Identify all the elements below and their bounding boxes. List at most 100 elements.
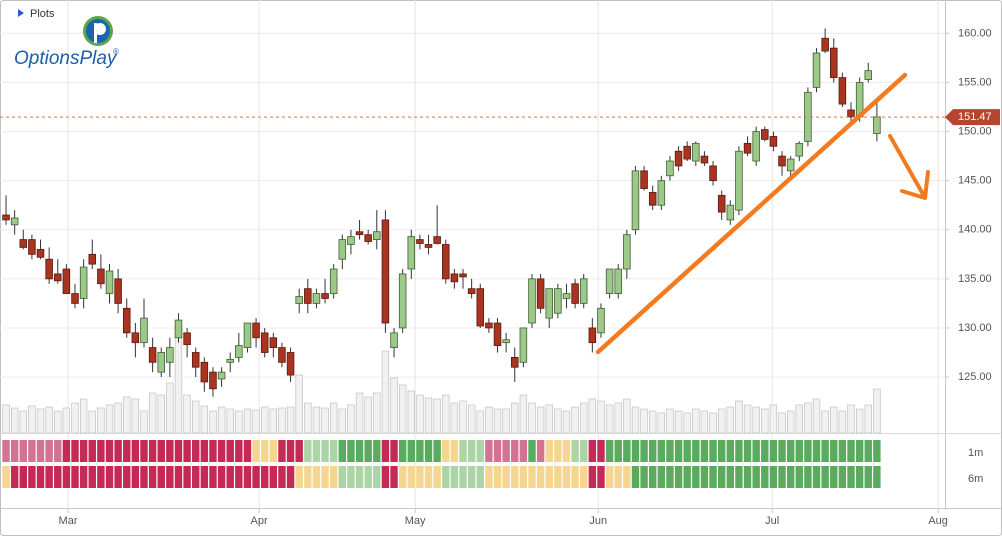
volume-bar <box>278 407 286 434</box>
strip-cell <box>761 466 769 488</box>
candle-body <box>614 268 622 294</box>
strip-cell <box>140 466 148 488</box>
volume-bar <box>795 404 803 434</box>
strip-cell <box>433 466 441 488</box>
strip-cell <box>847 440 855 462</box>
strip-cell <box>692 440 700 462</box>
candle-body <box>821 37 829 52</box>
candle-body <box>304 288 312 304</box>
volume-bar <box>838 410 847 434</box>
candle-body <box>588 327 597 344</box>
strip-cell <box>795 466 803 488</box>
volume-bar <box>416 394 424 434</box>
candle-body <box>114 278 122 304</box>
strip-cell <box>821 466 829 488</box>
candle-body <box>390 332 398 348</box>
strip-cell <box>580 440 588 462</box>
candle-body <box>148 347 157 363</box>
candle-body <box>700 155 709 164</box>
strip-cell <box>235 466 243 488</box>
strip-cell <box>502 440 510 462</box>
strip-cell <box>528 466 536 488</box>
strip-cell <box>726 466 735 488</box>
volume-bar <box>148 392 157 434</box>
strip-cell <box>442 466 450 488</box>
volume-bar <box>226 408 234 434</box>
candle-body <box>519 327 528 363</box>
y-tick-label: 130.00 <box>958 322 992 334</box>
strip-cell <box>761 440 769 462</box>
strip-cell <box>157 440 165 462</box>
candle-body <box>640 170 648 189</box>
candle-body <box>674 150 683 167</box>
volume-bar <box>235 410 243 434</box>
strip-cell <box>648 440 657 462</box>
candle-body <box>157 352 165 373</box>
menu-caret[interactable] <box>18 9 24 17</box>
volume-bar <box>131 398 140 434</box>
strip-cell <box>295 440 303 462</box>
strip-cell <box>536 440 545 462</box>
volume-bar <box>580 402 588 434</box>
volume-layer <box>2 324 881 434</box>
strip-cell <box>855 440 864 462</box>
candle-body <box>226 358 234 363</box>
strip-cell <box>864 466 872 488</box>
candle-body <box>278 347 286 363</box>
strip-cell <box>407 466 415 488</box>
strip-cell <box>640 466 648 488</box>
candle-body <box>536 278 545 309</box>
strip-cell <box>347 440 355 462</box>
menu-label[interactable]: Plots <box>30 8 55 20</box>
strip-cell <box>62 466 71 488</box>
x-tick-label: Aug <box>928 515 948 527</box>
volume-bar <box>700 410 709 434</box>
volume-bar <box>364 396 372 434</box>
candle-body <box>398 273 407 329</box>
strip-layer <box>2 440 881 488</box>
candle-body <box>623 234 631 270</box>
volume-bar <box>511 402 519 434</box>
volume-bar <box>623 398 631 434</box>
volume-bar <box>597 400 605 434</box>
strip-cell <box>390 466 398 488</box>
strip-cell <box>786 466 795 488</box>
volume-bar <box>683 412 691 434</box>
volume-bar <box>295 374 303 434</box>
strip-cell <box>2 440 10 462</box>
strip-cell <box>786 440 795 462</box>
volume-bar <box>321 407 329 434</box>
volume-bar <box>381 350 390 434</box>
y-tick-label: 135.00 <box>958 273 992 285</box>
strip-cell <box>683 466 691 488</box>
candle-body <box>19 239 28 248</box>
strip-cell <box>364 440 372 462</box>
strip-cell <box>709 466 717 488</box>
volume-bar <box>735 400 743 434</box>
strip-cell <box>554 440 562 462</box>
strip-cell <box>45 440 53 462</box>
candle-body <box>605 268 614 294</box>
volume-bar <box>54 410 62 434</box>
strip-cell <box>304 440 312 462</box>
candle-body <box>131 332 140 344</box>
strip-cell <box>752 466 760 488</box>
strip-cell <box>105 440 114 462</box>
strip-cell <box>674 466 683 488</box>
volume-bar <box>407 390 415 434</box>
candle-body <box>709 165 717 182</box>
candle-body <box>28 239 36 255</box>
strip-cell <box>36 466 45 488</box>
volume-bar <box>166 382 174 434</box>
candle-body <box>200 361 209 383</box>
y-tick-label: 150.00 <box>958 125 992 137</box>
volume-bar <box>614 402 622 434</box>
strip-cell <box>243 466 252 488</box>
strip-cell <box>657 440 666 462</box>
strip-cell <box>79 466 88 488</box>
candle-body <box>743 142 752 154</box>
strip-cell <box>123 440 131 462</box>
volume-bar <box>726 406 734 434</box>
volume-bar <box>88 410 96 434</box>
candle-body <box>442 244 450 280</box>
